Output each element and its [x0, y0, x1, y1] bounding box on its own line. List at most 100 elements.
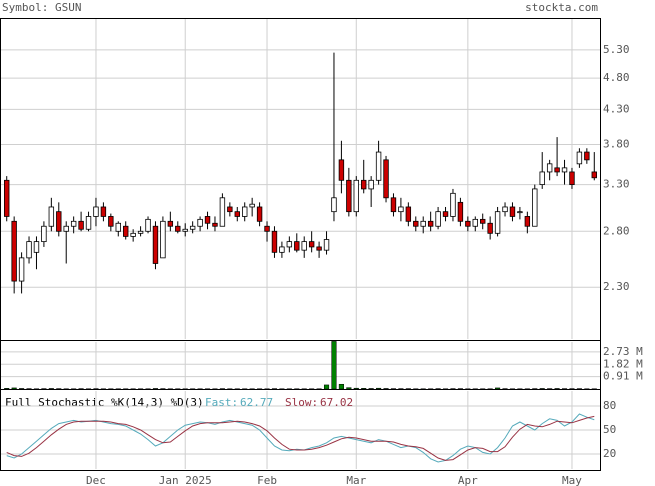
y-tick-label: 4.30 [603, 102, 630, 115]
candle-body [152, 225, 159, 264]
x-tick-label: Feb [257, 474, 277, 486]
candle-body [405, 206, 412, 222]
candle-body [85, 216, 92, 230]
candle-body [271, 230, 278, 253]
source: stockta.com [525, 1, 598, 14]
candle-body [286, 241, 293, 248]
candle-body [204, 216, 211, 224]
candle-body [576, 151, 583, 165]
candle-body [539, 171, 545, 185]
candle-body [361, 179, 367, 190]
candle-body [472, 218, 478, 227]
x-tick-label: Mar [346, 474, 366, 486]
volume-bar [368, 388, 374, 390]
candle-body [353, 179, 359, 213]
y-tick-label: 0.91 M [603, 370, 643, 383]
candle-body [4, 179, 10, 217]
candle-body [413, 220, 419, 227]
volume-bar [539, 388, 545, 390]
candle-body [569, 171, 575, 185]
volume-bar [331, 341, 337, 390]
volume-bar [48, 388, 54, 390]
volume-bar [353, 387, 359, 390]
candle-body [554, 167, 560, 173]
candle-body [234, 211, 240, 217]
candle-body [175, 225, 181, 232]
candle-body [591, 171, 597, 179]
chart-title: Symbol: GSUN [2, 1, 81, 14]
candle-body [145, 218, 151, 232]
candle-body [338, 159, 345, 181]
candle-body [197, 218, 203, 227]
candle-body [450, 192, 456, 217]
candle-body [346, 179, 352, 213]
candle-body [11, 220, 17, 282]
candle-body [26, 241, 32, 259]
candle-body [93, 206, 99, 217]
candle-body [41, 225, 47, 243]
candle-body [182, 228, 188, 232]
stochastic-panel [0, 389, 601, 471]
y-tick-label: 4.80 [603, 71, 630, 84]
candle-body [18, 257, 25, 282]
candle-body [487, 222, 493, 234]
candle-body [494, 211, 501, 234]
y-tick-label: 80 [603, 399, 616, 412]
legend-label: Fast: [205, 396, 238, 409]
y-tick-label: 50 [603, 423, 616, 436]
x-tick-label: Jan 2025 [159, 474, 212, 486]
volume-bar [361, 388, 367, 390]
x-tick-label: May [562, 474, 582, 486]
volume-bar [152, 388, 159, 390]
legend-label: Slow: [285, 396, 318, 409]
y-tick-label: 5.30 [603, 43, 630, 56]
candle-body [368, 179, 374, 190]
candle-body [189, 225, 196, 230]
candle-body [480, 218, 486, 224]
candle-body [219, 197, 226, 227]
candle-body [435, 211, 441, 227]
candle-body [160, 220, 166, 259]
stochastic-line [6, 415, 595, 461]
volume-bar [338, 383, 344, 390]
volume-bar [376, 387, 382, 390]
candle-body [56, 211, 62, 232]
candle-body [323, 239, 330, 251]
y-tick-label: 3.30 [603, 178, 630, 191]
candle-body [256, 206, 263, 222]
y-tick-label: 2.80 [603, 224, 630, 237]
candle-body [108, 216, 114, 227]
candle-body [561, 167, 568, 173]
candle-body [294, 241, 300, 251]
candle-body [457, 201, 464, 222]
x-tick-label: Dec [86, 474, 106, 486]
candle-body [420, 220, 426, 227]
y-tick-label: 2.30 [603, 280, 630, 293]
candle-body [375, 151, 382, 181]
volume-bar [323, 384, 330, 390]
candle-body [63, 225, 69, 232]
volume-bar [11, 387, 17, 390]
candle-body [390, 197, 397, 213]
candle-body [383, 159, 389, 199]
candle-body [100, 206, 107, 217]
candle-body [316, 246, 322, 251]
candle-body [48, 206, 55, 227]
candle-body [264, 225, 270, 232]
y-tick-label: 1.82 M [603, 357, 643, 370]
candle-body [517, 211, 523, 214]
candle-body [167, 220, 174, 227]
candle-body [227, 206, 233, 213]
volume-bar [383, 388, 389, 390]
candle-body [442, 211, 449, 217]
candle-body [33, 241, 40, 253]
candle-body [308, 241, 315, 248]
candle-body [301, 241, 307, 251]
candle-body [212, 222, 218, 227]
legend-value: 67.02 [320, 396, 353, 409]
y-tick-label: 20 [603, 447, 616, 460]
volume-bar [346, 387, 352, 390]
y-tick-label: 2.73 M [603, 345, 643, 358]
candle-body [465, 220, 471, 227]
candle-body [502, 206, 508, 213]
